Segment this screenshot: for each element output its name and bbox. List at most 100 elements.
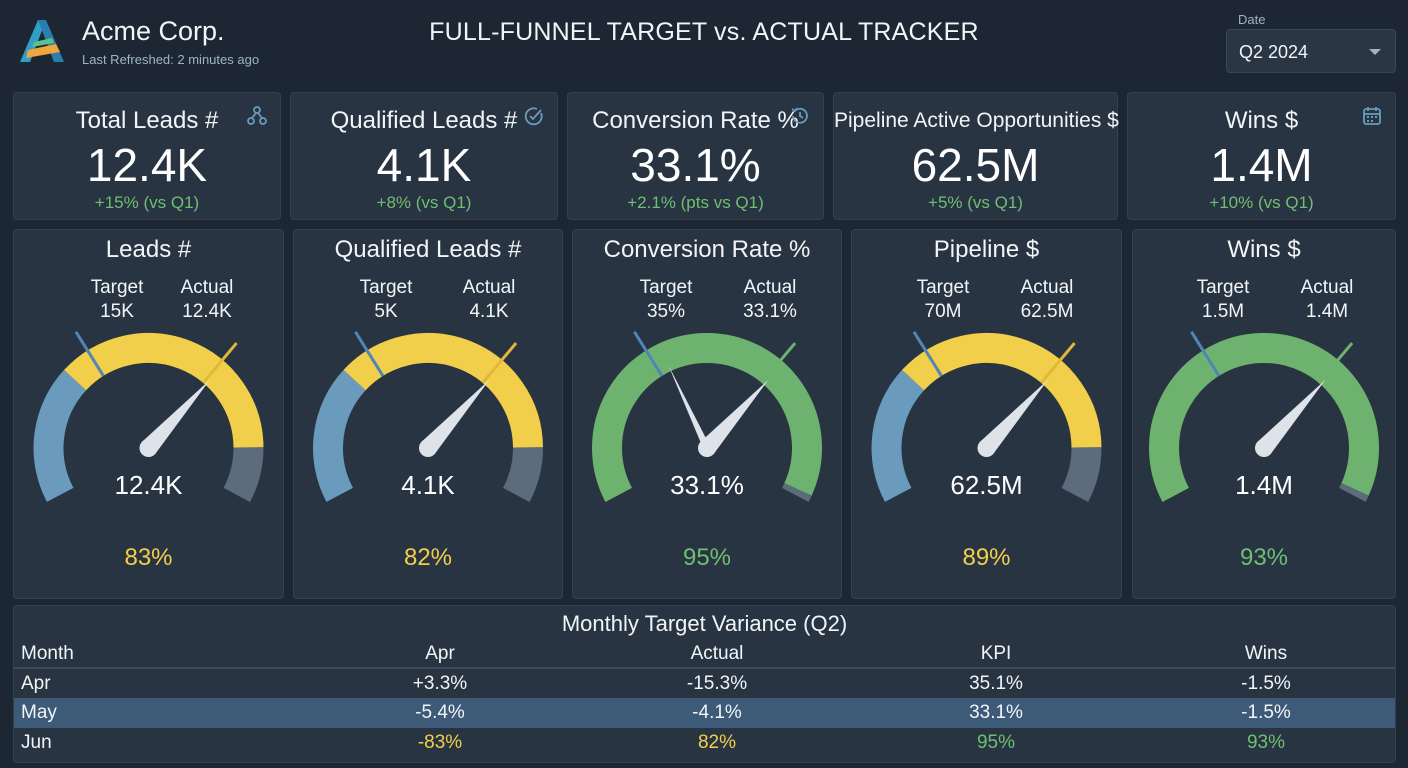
chevron-down-icon[interactable] xyxy=(1369,49,1381,55)
gauge-title: Wins $ xyxy=(1227,236,1301,263)
needle-hub xyxy=(1255,439,1273,457)
kpi-card-pipeline: Pipeline Active Opportunities $ 62.5M +5… xyxy=(833,92,1119,220)
table-row[interactable]: Apr +3.3% -15.3% 35.1% -1.5% xyxy=(14,669,1395,699)
last-refreshed: Last Refreshed: 2 minutes ago xyxy=(82,52,260,67)
gauge-blue-zone xyxy=(313,369,366,502)
gauge-value: 12.4K xyxy=(114,470,183,500)
gauge-remaining-zone xyxy=(502,446,544,502)
gauge-card-wins: Wins $ Target 1.5M Actual 1.4M 1.4M 93% xyxy=(1132,229,1396,599)
table-cell: 35.1% xyxy=(969,673,1023,694)
acme-logo-icon xyxy=(20,20,64,62)
actual-marker xyxy=(1039,342,1076,384)
actual-marker xyxy=(1317,342,1354,384)
table-cell: Apr xyxy=(21,673,51,694)
gauge-card-conversion-rate: Conversion Rate % Target 35% Actual 33.1% … xyxy=(572,229,842,599)
kpi-value: 33.1% xyxy=(630,139,761,191)
kpi-card-total-leads: Total Leads # 12.4K +15% (vs Q1) xyxy=(13,92,281,220)
gauge-card-leads: Leads # Target 15K Actual 12.4K 12.4K 83% xyxy=(13,229,284,599)
brand-name: Acme Corp. xyxy=(82,16,225,46)
gauge-chart xyxy=(313,331,544,502)
target-marker xyxy=(633,331,664,377)
calendar-icon xyxy=(1363,107,1381,125)
table-cell: 93% xyxy=(1246,732,1286,753)
gauge-chart xyxy=(1149,331,1379,502)
network-icon xyxy=(247,106,267,125)
kpi-card-wins: Wins $ 1.4M +10% (vs Q1) xyxy=(1127,92,1396,220)
gauge-remaining-zone xyxy=(1338,483,1369,502)
gauge-remaining-zone xyxy=(781,483,812,502)
gauge-percent: 82% xyxy=(403,544,453,571)
kpi-delta: +5% (vs Q1) xyxy=(928,193,1023,212)
target-label: Target 70M xyxy=(916,277,970,322)
gauge-value: 4.1K xyxy=(401,470,455,500)
needle-hub xyxy=(419,439,437,457)
target-label: Target 5K xyxy=(359,277,413,322)
actual-label: Actual 4.1K xyxy=(462,277,516,322)
date-select[interactable]: Q2 2024 xyxy=(1226,29,1396,73)
column-header: Month xyxy=(21,643,74,664)
kpi-label: Pipeline Active Opportunities $ xyxy=(834,109,1119,132)
target-label: Target 35% xyxy=(639,277,693,322)
kpi-card-conversion-rate: Conversion Rate % 33.1% +2.1% (pts vs Q1… xyxy=(567,92,824,220)
check-circle-icon xyxy=(524,107,543,126)
gauge-value: 62.5M xyxy=(950,470,1023,500)
table-cell: -83% xyxy=(417,732,463,753)
gauge-value: 1.4M xyxy=(1235,470,1293,500)
date-value: Q2 2024 xyxy=(1239,42,1309,62)
needle-hub xyxy=(139,439,158,457)
gauge-blue-zone xyxy=(33,369,87,502)
kpi-label: Qualified Leads # xyxy=(330,107,518,134)
actual-marker xyxy=(201,342,238,384)
table-cell: May xyxy=(21,702,57,723)
actual-marker xyxy=(481,342,518,384)
dashboard-header: Acme Corp. Last Refreshed: 2 minutes ago… xyxy=(0,0,1408,88)
target-label: Target 15K xyxy=(90,277,144,322)
gauge-title: Leads # xyxy=(105,236,192,263)
table-row[interactable]: May -5.4% -4.1% 33.1% -1.5% xyxy=(14,698,1395,728)
gauge-card-qualified-leads: Qualified Leads # Target 5K Actual 4.1K 4.… xyxy=(293,229,563,599)
kpi-delta: +8% (vs Q1) xyxy=(376,193,472,212)
kpi-value: 62.5M xyxy=(911,139,1040,191)
table-cell: Jun xyxy=(21,732,52,753)
gauge-needle xyxy=(141,379,211,455)
table-cell: -5.4% xyxy=(415,702,465,723)
date-label: Date xyxy=(1238,12,1266,27)
gauge-title: Pipeline $ xyxy=(933,236,1040,263)
gauge-value: 33.1% xyxy=(670,470,744,500)
table-cell: 33.1% xyxy=(969,702,1023,723)
gauge-chart xyxy=(871,331,1102,502)
kpi-value: 1.4M xyxy=(1210,139,1313,191)
history-icon xyxy=(791,107,808,124)
column-header: Apr xyxy=(425,643,455,664)
column-header: KPI xyxy=(980,643,1012,664)
page-title: FULL-FUNNEL TARGET vs. ACTUAL TRACKER xyxy=(429,18,979,46)
gauge-yellow-zone xyxy=(902,333,1102,448)
gauge-remaining-zone xyxy=(1061,446,1102,502)
target-marker xyxy=(1190,331,1221,377)
gauge-card-pipeline: Pipeline $ Target 70M Actual 62.5M 62.5M 8… xyxy=(851,229,1122,599)
table-row[interactable]: Jun -83% 82% 95% 93% xyxy=(14,728,1395,758)
table-cell: -15.3% xyxy=(686,673,748,694)
target-needle xyxy=(668,364,711,448)
table-cell: 95% xyxy=(976,732,1016,753)
kpi-value: 4.1K xyxy=(376,139,472,191)
column-header: Actual xyxy=(690,643,744,664)
kpi-delta: +10% (vs Q1) xyxy=(1209,193,1314,212)
gauge-percent: 93% xyxy=(1239,544,1289,571)
needle-hub xyxy=(698,439,716,457)
table-cell: +3.3% xyxy=(412,673,468,694)
gauge-blue-zone xyxy=(871,369,925,502)
gauge-title: Qualified Leads # xyxy=(334,236,522,263)
gauge-needle xyxy=(700,379,769,455)
gauge-percent: 83% xyxy=(124,544,173,571)
actual-label: Actual 12.4K xyxy=(180,277,234,322)
date-filter: Date Q2 2024 xyxy=(1226,12,1396,73)
gauge-title: Conversion Rate % xyxy=(603,236,811,263)
column-header: Wins xyxy=(1244,643,1288,664)
needle-hub xyxy=(977,439,996,457)
gauge-green-zone xyxy=(592,332,822,502)
actual-label: Actual 33.1% xyxy=(743,277,797,322)
target-marker xyxy=(74,331,105,377)
table-cell: -1.5% xyxy=(1241,702,1291,723)
table-header-row: Month Apr Actual KPI Wins xyxy=(14,639,1395,669)
